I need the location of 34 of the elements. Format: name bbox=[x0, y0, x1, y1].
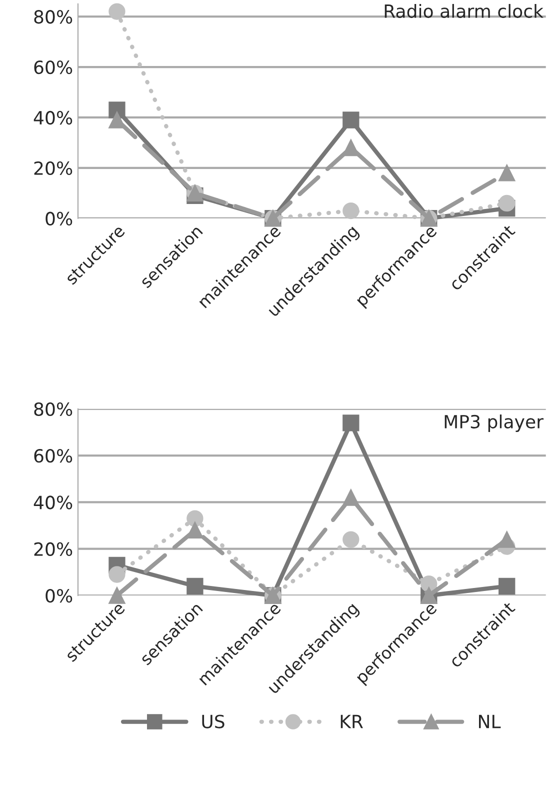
point bbox=[342, 139, 360, 156]
legend-label: US bbox=[202, 714, 224, 728]
y-tick-label: 80% bbox=[34, 402, 72, 416]
y-tick-label: 80% bbox=[34, 10, 72, 24]
chart-title: Radio alarm clock bbox=[384, 4, 544, 18]
point bbox=[108, 566, 126, 583]
point bbox=[186, 578, 204, 595]
point bbox=[342, 414, 360, 432]
point bbox=[108, 112, 126, 128]
y-tick-label: 60% bbox=[34, 449, 72, 463]
chart-title: MP3 player bbox=[444, 414, 544, 432]
point bbox=[342, 202, 360, 220]
point bbox=[186, 510, 204, 527]
point bbox=[108, 102, 126, 118]
point bbox=[108, 3, 126, 20]
point bbox=[420, 576, 438, 592]
legend-label: KR bbox=[340, 714, 363, 728]
point bbox=[498, 578, 516, 595]
point bbox=[186, 522, 204, 539]
y-tick-label: 60% bbox=[34, 60, 72, 74]
y-tick-label: 0% bbox=[46, 588, 72, 603]
point bbox=[342, 489, 360, 506]
point bbox=[342, 112, 360, 128]
y-tick-label: 20% bbox=[34, 542, 72, 556]
legend-label: NL bbox=[479, 714, 501, 728]
y-tick-label: 40% bbox=[34, 496, 72, 510]
y-tick-label: 40% bbox=[34, 110, 72, 125]
y-tick-label: 20% bbox=[34, 161, 72, 176]
point bbox=[498, 194, 516, 212]
point bbox=[342, 531, 360, 548]
point bbox=[108, 587, 126, 604]
point bbox=[498, 531, 516, 548]
y-tick-label: 0% bbox=[46, 212, 72, 226]
point bbox=[498, 164, 516, 182]
